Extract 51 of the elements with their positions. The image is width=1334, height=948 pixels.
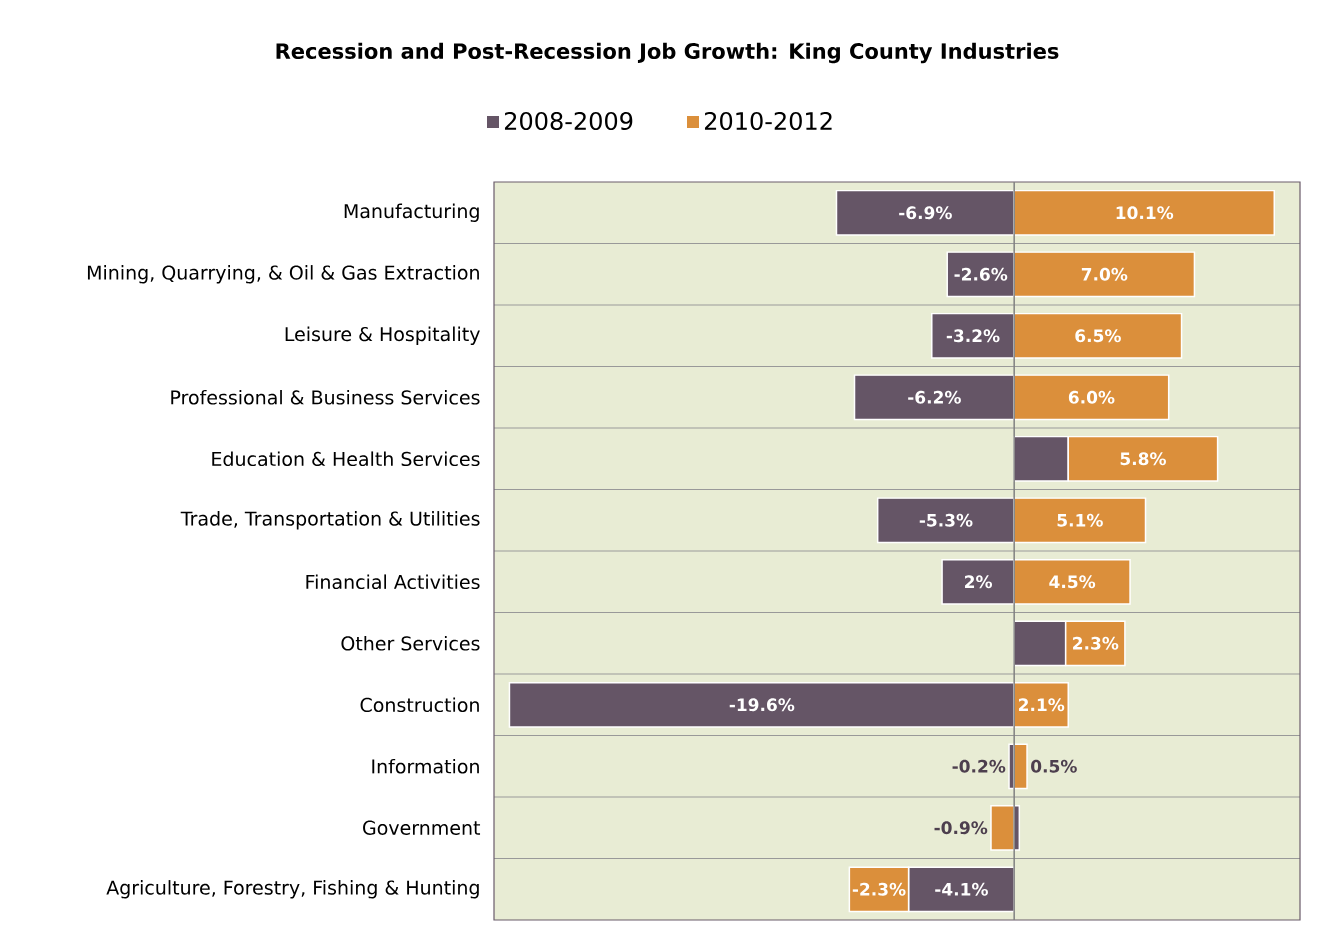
bar xyxy=(853,374,1015,421)
data-label: 0.5% xyxy=(1031,759,1077,773)
chart-title: Recession and Post-Recession Job Growth: King County Industries xyxy=(276,42,1059,64)
bar xyxy=(946,251,1015,298)
bar xyxy=(1013,558,1131,605)
y-tick-label: Education & Health Services xyxy=(212,451,480,467)
data-label: -4.1% xyxy=(935,882,988,896)
data-label: -6.2% xyxy=(908,390,961,404)
y-tick-label: Mining, Quarrying, & Oil & Gas Extraction xyxy=(87,265,479,284)
data-label: -5.3% xyxy=(919,513,973,527)
bar xyxy=(508,681,1015,728)
y-tick-label: Information xyxy=(372,758,479,774)
data-label: 2.3% xyxy=(1073,636,1119,650)
data-label: -3.2% xyxy=(946,329,1000,343)
data-label: 5.1% xyxy=(1057,513,1103,527)
bar xyxy=(835,189,1015,236)
data-label: -2.3% xyxy=(852,882,906,896)
bar xyxy=(1013,312,1183,359)
bar xyxy=(876,497,1015,544)
data-label: 7.0% xyxy=(1081,267,1128,281)
data-label: -2.6% xyxy=(954,267,1008,281)
data-label: 5.8% xyxy=(1120,452,1166,466)
data-label: 10.1% xyxy=(1116,206,1174,220)
bar xyxy=(1013,497,1147,544)
data-label: -0.9% xyxy=(934,821,988,835)
bar xyxy=(941,558,1015,605)
bar xyxy=(1013,743,1028,790)
y-tick-label: Construction xyxy=(360,697,479,713)
bar xyxy=(1013,374,1170,421)
legend-label: 2010-2012 xyxy=(704,111,832,131)
y-tick-label: Other Services xyxy=(341,635,480,651)
data-label: -6.9% xyxy=(899,206,952,220)
y-tick-label: Financial Activities xyxy=(306,574,480,590)
y-tick-label: Leisure & Hospitality xyxy=(285,326,480,345)
data-label: 4.5% xyxy=(1049,575,1096,589)
bar xyxy=(931,312,1015,359)
bar xyxy=(990,804,1015,851)
data-label: 6.0% xyxy=(1068,390,1115,404)
y-tick-label: Manufacturing xyxy=(344,203,479,222)
data-label: 2.1% xyxy=(1018,698,1065,712)
y-tick-label: Agriculture, Forestry, Fishing & Hunting xyxy=(106,880,479,899)
y-tick-label: Trade, Transportation & Utilities xyxy=(180,511,480,530)
data-label: -19.6% xyxy=(729,698,795,712)
bar xyxy=(1013,251,1196,298)
annotation: 2% xyxy=(965,575,993,589)
legend-label: 2008-2009 xyxy=(504,111,633,131)
y-tick-label: Professional & Business Services xyxy=(171,389,480,405)
bar xyxy=(1013,189,1276,236)
data-label: -0.2% xyxy=(952,759,1006,773)
y-tick-label: Government xyxy=(363,820,481,835)
data-label: 6.5% xyxy=(1075,329,1121,343)
